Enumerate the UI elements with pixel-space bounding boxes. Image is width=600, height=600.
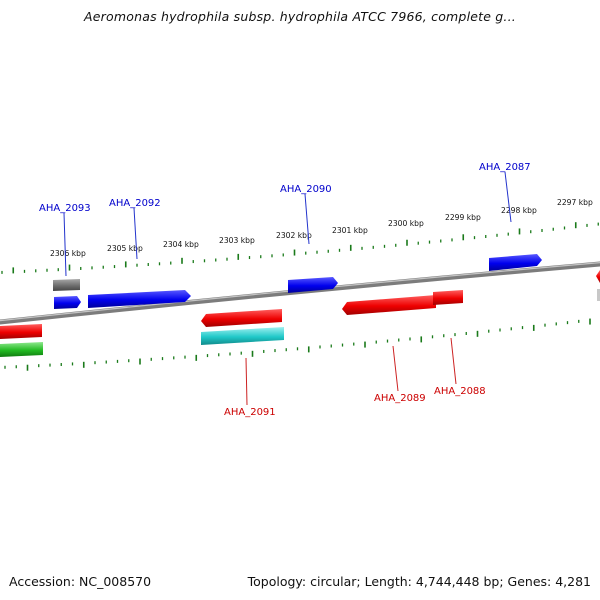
inner-ruler <box>4 318 591 371</box>
gene-AHA-2089[interactable] <box>342 295 436 315</box>
gene-AHA-2090[interactable] <box>288 277 338 293</box>
gene-label-AHA-2091[interactable]: AHA_2091 <box>224 407 276 418</box>
gene-forward-red-edge[interactable] <box>596 270 600 283</box>
gene-forward-gray[interactable] <box>53 279 80 291</box>
gene-label-AHA-2089[interactable]: AHA_2089 <box>374 393 426 404</box>
ruler-label-2304: 2304 kbp <box>163 240 199 249</box>
map-title: Aeromonas hydrophila subsp. hydrophila A… <box>84 9 516 24</box>
ruler-label-2298: 2298 kbp <box>501 206 537 215</box>
ruler-label-2302: 2302 kbp <box>276 231 312 240</box>
gene-label-AHA-2088[interactable]: AHA_2088 <box>434 386 486 397</box>
ruler-label-2303: 2303 kbp <box>219 236 255 245</box>
accession-text: Accession: NC_008570 <box>9 574 152 589</box>
gene-AHA-2088[interactable] <box>433 290 463 305</box>
gene-label-AHA-2090[interactable]: AHA_2090 <box>280 184 332 195</box>
ruler-label-2301: 2301 kbp <box>332 226 368 235</box>
outer-ruler <box>1 222 599 274</box>
ruler-label-2306: 2306 kbp <box>50 249 86 258</box>
leader-lines <box>63 171 512 406</box>
gene-AHA-2087[interactable] <box>489 254 542 271</box>
gene-label-AHA-2093[interactable]: AHA_2093 <box>39 203 91 214</box>
gene-reverse-green-left[interactable] <box>0 342 43 357</box>
gene-label-AHA-2087[interactable]: AHA_2087 <box>479 162 531 173</box>
ruler-label-2297: 2297 kbp <box>557 198 593 207</box>
gene-AHA-2091-red[interactable] <box>201 309 282 327</box>
gene-label-AHA-2092[interactable]: AHA_2092 <box>109 198 161 209</box>
ruler-label-2300: 2300 kbp <box>388 219 424 228</box>
gene-AHA-2092[interactable] <box>88 290 191 308</box>
ruler-label-2299: 2299 kbp <box>445 213 481 222</box>
gene-AHA-2091[interactable] <box>201 327 284 345</box>
genome-backbone <box>0 261 600 325</box>
gene-forward-gray-edge[interactable] <box>597 289 600 301</box>
ruler-label-2305: 2305 kbp <box>107 244 143 253</box>
gene-AHA-2093[interactable] <box>54 296 81 309</box>
topology-summary: Topology: circular; Length: 4,744,448 bp… <box>247 574 591 589</box>
gene-reverse-red-left[interactable] <box>0 324 42 339</box>
